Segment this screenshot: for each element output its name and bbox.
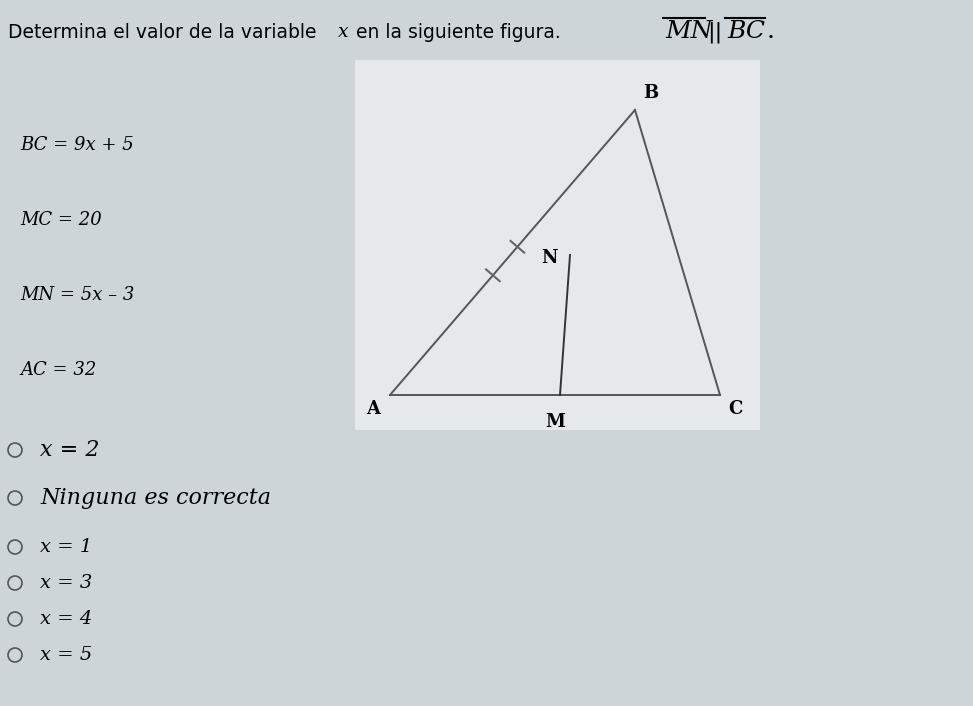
Text: x = 4: x = 4 — [40, 610, 92, 628]
Text: MN: MN — [665, 20, 712, 44]
Text: BC = 9x + 5: BC = 9x + 5 — [20, 136, 133, 154]
Text: N: N — [542, 249, 558, 267]
Text: Ninguna es correcta: Ninguna es correcta — [40, 487, 271, 509]
Text: BC: BC — [727, 20, 765, 44]
Text: A: A — [366, 400, 380, 418]
FancyBboxPatch shape — [355, 60, 760, 430]
Text: Determina el valor de la variable: Determina el valor de la variable — [8, 23, 322, 42]
Text: ||: || — [707, 21, 722, 43]
Text: x = 2: x = 2 — [40, 439, 99, 461]
Text: .: . — [767, 20, 775, 44]
Text: MC = 20: MC = 20 — [20, 211, 102, 229]
Text: AC = 32: AC = 32 — [20, 361, 96, 379]
Text: x = 1: x = 1 — [40, 538, 92, 556]
Text: x = 3: x = 3 — [40, 574, 92, 592]
Text: MN = 5x – 3: MN = 5x – 3 — [20, 286, 134, 304]
Text: C: C — [728, 400, 742, 418]
Text: B: B — [643, 84, 659, 102]
Text: x = 5: x = 5 — [40, 646, 92, 664]
Text: en la siguiente figura.: en la siguiente figura. — [350, 23, 573, 42]
Text: M: M — [545, 413, 565, 431]
Text: x: x — [338, 23, 348, 41]
